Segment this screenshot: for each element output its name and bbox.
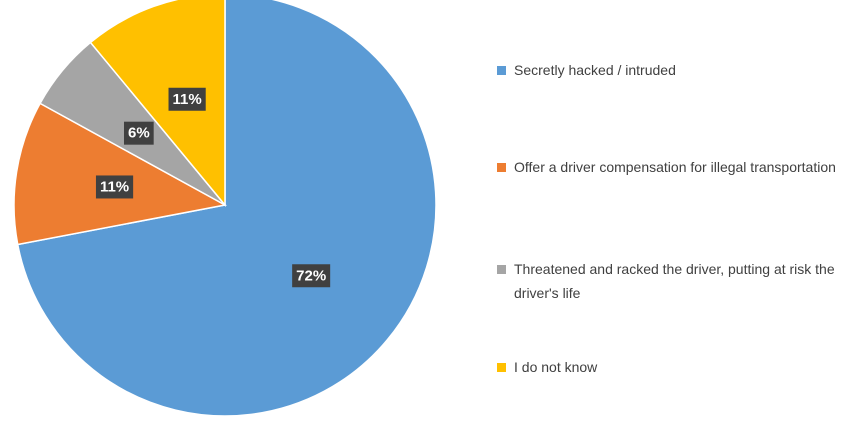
data-label-box (123, 121, 154, 145)
legend-label: Threatened and racked the driver, puttin… (514, 261, 835, 301)
pie-slice (16, 0, 437, 417)
data-label-text: 6% (128, 125, 150, 142)
data-label: 6% (123, 121, 154, 145)
pie-slice (13, 102, 228, 246)
data-label-box (95, 175, 134, 199)
legend-swatch (497, 66, 506, 75)
legend-label: Secretly hacked / intruded (514, 62, 676, 78)
legend-item: I do not know (497, 355, 597, 379)
legend-item: Threatened and racked the driver, puttin… (497, 257, 842, 305)
data-label-box (168, 87, 206, 111)
chart: 72% 11% 6% 11% (13, 0, 437, 417)
pie-slice (89, 0, 226, 208)
data-label: 11% (95, 175, 134, 199)
legend-swatch (497, 265, 506, 274)
data-label: 11% (168, 87, 206, 111)
legend-label: Offer a driver compensation for illegal … (514, 159, 836, 175)
data-label-text: 72% (296, 267, 326, 284)
legend-item: Offer a driver compensation for illegal … (497, 155, 836, 179)
data-label: 72% (292, 264, 331, 288)
data-label-text: 11% (100, 178, 129, 195)
data-label-text: 11% (173, 91, 202, 108)
legend-label: I do not know (514, 359, 598, 375)
legend-swatch (497, 163, 506, 172)
legend-item: Secretly hacked / intruded (497, 58, 676, 82)
data-label-box (292, 264, 331, 288)
legend-swatch (497, 363, 506, 372)
